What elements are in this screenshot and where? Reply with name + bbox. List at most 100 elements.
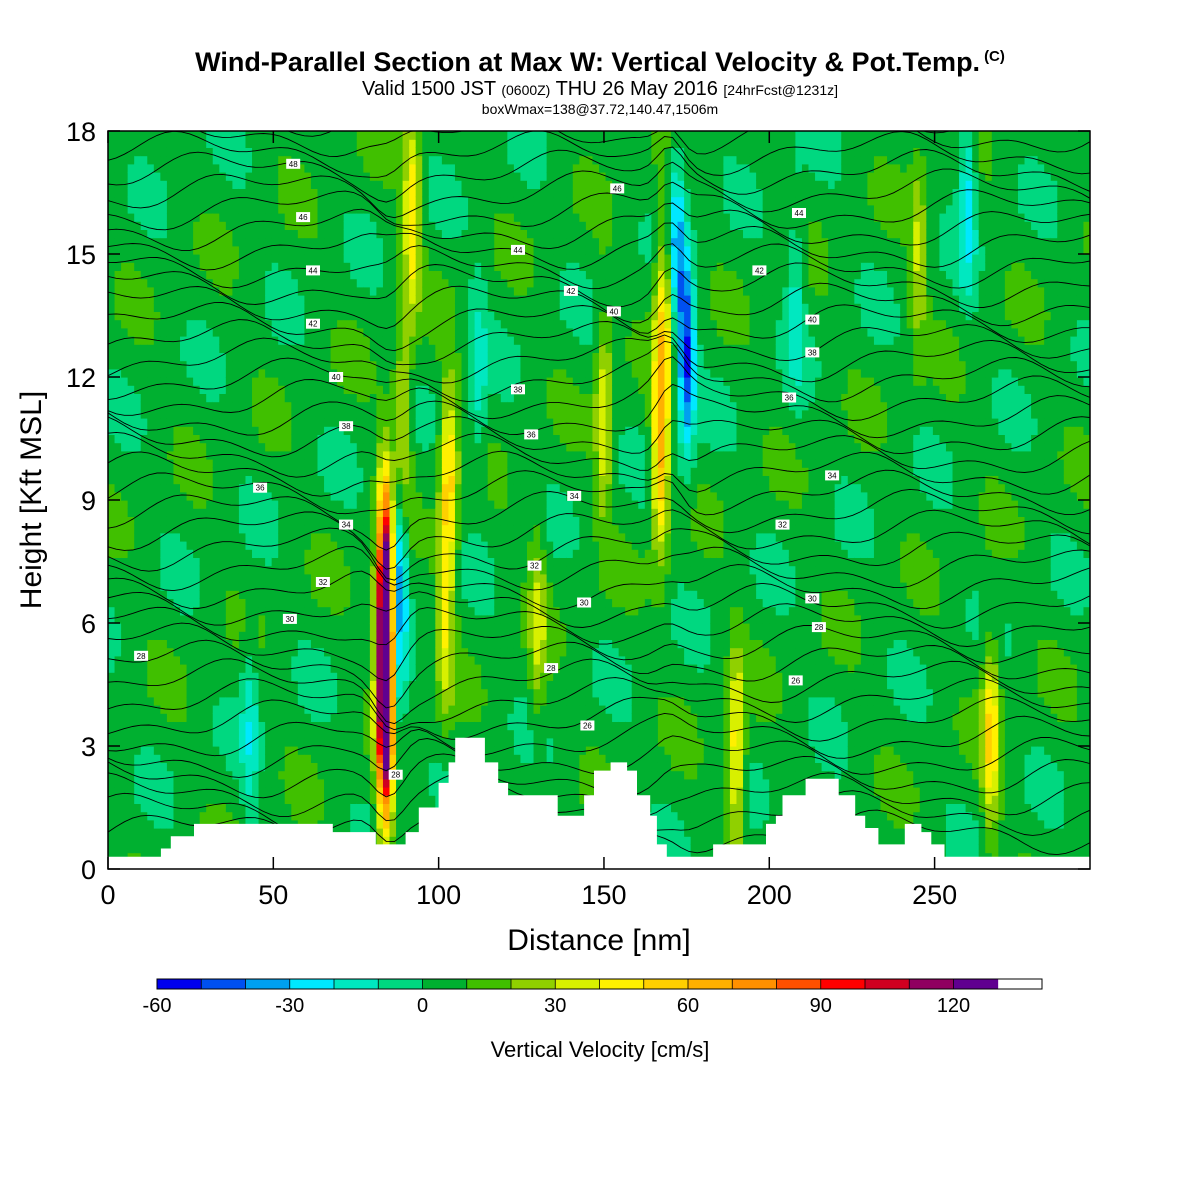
velocity-cell [166, 147, 175, 157]
velocity-cell [428, 746, 436, 755]
velocity-cell [343, 270, 351, 280]
velocity-cell [147, 303, 155, 312]
velocity-cell [265, 655, 273, 665]
velocity-cell [180, 565, 188, 575]
velocity-cell [278, 426, 286, 435]
velocity-cell [108, 418, 116, 427]
velocity-cell [166, 508, 175, 517]
velocity-cell [337, 778, 345, 788]
velocity-cell [454, 639, 463, 649]
velocity-cell [108, 557, 116, 567]
velocity-cell [180, 237, 188, 247]
velocity-cell [402, 729, 410, 739]
velocity-cell [166, 664, 175, 673]
velocity-cell [343, 204, 351, 214]
velocity-cell [454, 721, 463, 731]
velocity-cell [337, 590, 345, 599]
velocity-cell [454, 664, 463, 673]
velocity-cell [324, 557, 332, 567]
velocity-cell [310, 795, 319, 804]
velocity-cell [297, 491, 305, 501]
velocity-cell [153, 819, 161, 829]
velocity-cell [389, 655, 397, 665]
velocity-cell [428, 213, 436, 222]
velocity-cell [140, 409, 148, 419]
velocity-cell [278, 352, 286, 362]
velocity-cell [461, 303, 469, 312]
velocity-cell [114, 278, 122, 288]
velocity-cell [225, 647, 233, 657]
velocity-cell [199, 475, 207, 485]
velocity-cell [114, 754, 122, 763]
velocity-cell [291, 213, 299, 222]
velocity-cell [199, 688, 207, 698]
velocity-cell [376, 409, 384, 419]
velocity-cell [343, 532, 351, 542]
velocity-cell [186, 286, 194, 296]
velocity-cell [245, 713, 253, 722]
velocity-cell [369, 213, 378, 222]
velocity-cell [291, 262, 299, 271]
velocity-cell [310, 491, 319, 501]
velocity-cell [206, 549, 214, 558]
velocity-cell [448, 565, 456, 575]
velocity-cell [382, 393, 391, 403]
velocity-cell [356, 377, 364, 386]
velocity-cell [140, 311, 148, 321]
velocity-cell [134, 483, 142, 493]
velocity-cell [258, 754, 266, 763]
velocity-cell [376, 828, 384, 837]
velocity-cell [238, 319, 247, 329]
velocity-cell [402, 426, 410, 435]
velocity-cell [265, 721, 273, 731]
velocity-cell [297, 680, 305, 690]
velocity-cell [324, 614, 332, 624]
velocity-cell [382, 582, 391, 591]
velocity-cell [382, 828, 391, 837]
velocity-cell [284, 721, 292, 731]
velocity-cell [350, 688, 358, 698]
velocity-cell [369, 754, 378, 763]
velocity-cell [363, 705, 371, 714]
velocity-cell [461, 385, 469, 394]
velocity-cell [396, 147, 404, 157]
velocity-cell [265, 262, 273, 271]
velocity-cell [317, 696, 325, 706]
velocity-cell [310, 778, 319, 788]
velocity-cell [409, 688, 417, 698]
velocity-cell [186, 811, 194, 821]
velocity-cell [134, 598, 142, 608]
velocity-cell [304, 508, 312, 517]
velocity-cell [454, 483, 463, 493]
velocity-cell [193, 811, 201, 821]
velocity-cell [225, 721, 233, 731]
velocity-cell [127, 172, 135, 181]
velocity-cell [291, 549, 299, 558]
velocity-cell [245, 606, 253, 616]
velocity-cell [114, 344, 122, 353]
velocity-cell [258, 270, 266, 280]
velocity-cell [461, 196, 469, 206]
velocity-cell [291, 459, 299, 468]
velocity-cell [153, 409, 161, 419]
velocity-cell [389, 639, 397, 649]
velocity-cell [468, 565, 476, 575]
velocity-cell [140, 204, 148, 214]
velocity-cell [206, 754, 214, 763]
velocity-cell [448, 754, 456, 763]
velocity-cell [166, 262, 175, 271]
velocity-cell [173, 360, 181, 370]
velocity-cell [245, 426, 253, 435]
velocity-cell [199, 598, 207, 608]
velocity-cell [108, 278, 116, 288]
velocity-cell [238, 368, 247, 378]
velocity-cell [454, 180, 463, 189]
velocity-cell [108, 737, 116, 747]
velocity-cell [147, 828, 155, 837]
velocity-cell [402, 573, 410, 583]
velocity-cell [160, 180, 168, 189]
velocity-cell [238, 803, 247, 813]
velocity-cell [363, 196, 371, 206]
velocity-cell [376, 139, 384, 148]
velocity-cell [140, 163, 148, 173]
